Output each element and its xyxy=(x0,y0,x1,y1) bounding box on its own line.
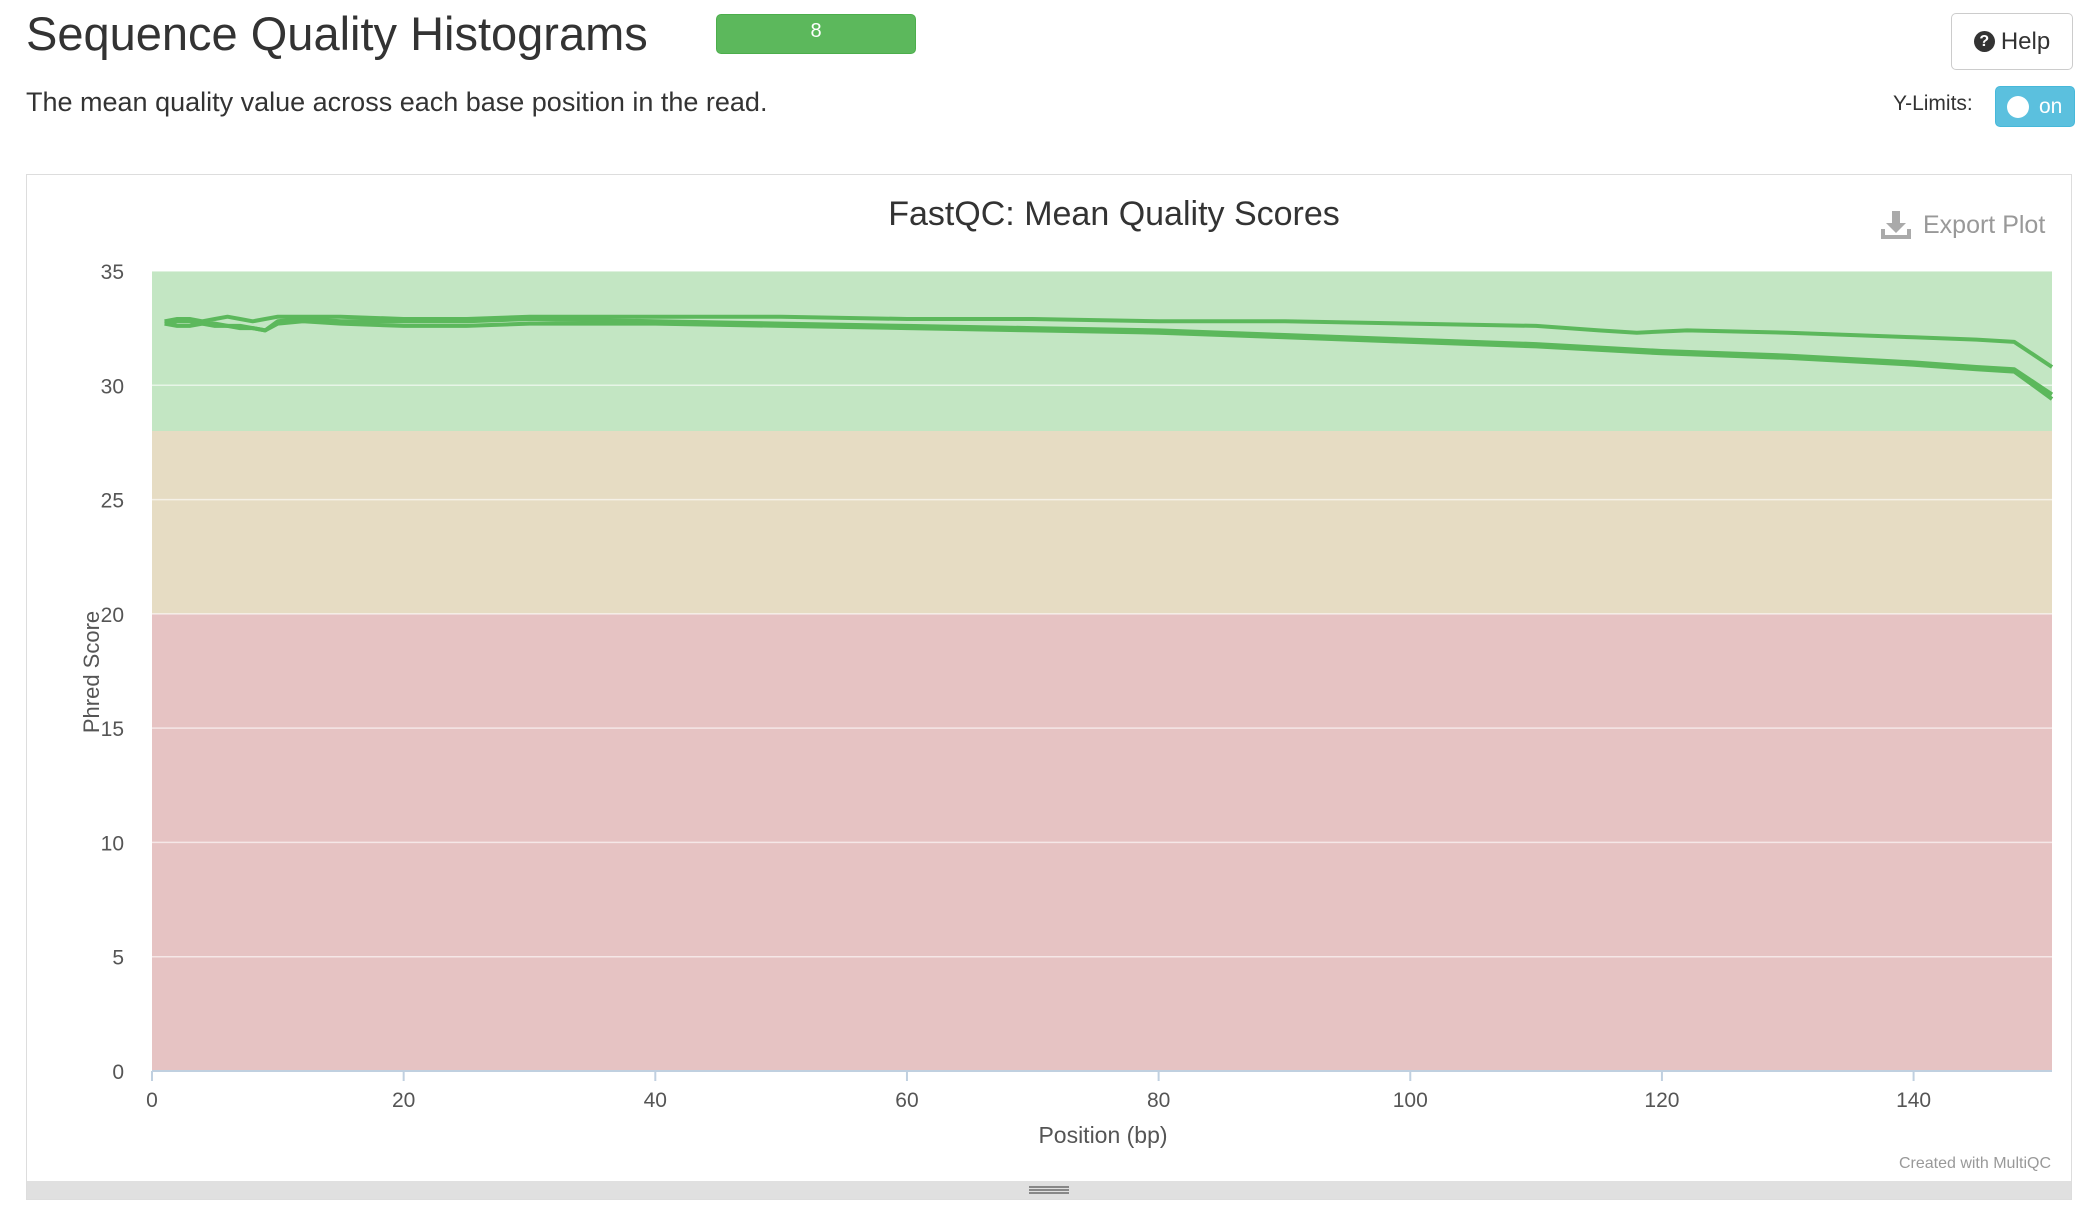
multiqc-credit: Created with MultiQC xyxy=(1898,1155,2051,1172)
download-icon xyxy=(1881,211,1911,239)
axes: 0 5 10 15 20 25 30 35 0 20 40 60 80 100 120 140 xyxy=(101,261,2052,1112)
y-tick-label: 30 xyxy=(101,375,124,398)
ylimits-toggle[interactable]: on xyxy=(1995,86,2075,127)
export-plot-label: Export Plot xyxy=(1923,210,2046,239)
x-tick-label: 80 xyxy=(1147,1089,1170,1112)
sample-count-badge: 8 xyxy=(716,14,916,54)
x-tick-label: 60 xyxy=(895,1089,918,1112)
resize-grip-icon xyxy=(1029,1186,1069,1194)
x-tick-label: 120 xyxy=(1644,1089,1679,1112)
plot-resize-handle[interactable] xyxy=(27,1181,2071,1199)
x-tick-label: 40 xyxy=(644,1089,667,1112)
y-tick-label: 5 xyxy=(112,947,124,970)
quality-band-0 xyxy=(152,271,2052,431)
chart-title: FastQC: Mean Quality Scores xyxy=(888,195,1340,233)
grid-lines xyxy=(152,270,2052,958)
export-plot-button[interactable]: Export Plot xyxy=(1879,205,2079,245)
y-tick-label: 0 xyxy=(112,1061,124,1084)
x-tick-label: 140 xyxy=(1896,1089,1931,1112)
y-tick-label: 15 xyxy=(101,718,124,741)
series-line-1 xyxy=(164,314,2054,369)
section-description: The mean quality value across each base … xyxy=(26,87,768,117)
y-tick-label: 35 xyxy=(101,261,124,284)
x-tick-label: 100 xyxy=(1393,1089,1428,1112)
help-button[interactable]: ? Help xyxy=(1951,13,2073,70)
plot-panel: 0 5 10 15 20 25 30 35 0 20 40 60 80 100 120 140 FastQC:… xyxy=(26,174,2072,1200)
help-button-label: Help xyxy=(2000,27,2051,55)
x-axis-label: Position (bp) xyxy=(1038,1122,1167,1148)
y-axis-label: Phred Score xyxy=(79,611,104,733)
toggle-state-label: on xyxy=(2039,95,2063,118)
page-title: Sequence Quality Histograms xyxy=(26,7,648,60)
ylimits-label: Y-Limits: xyxy=(1893,92,1973,115)
x-tick-label: 0 xyxy=(146,1089,158,1112)
y-tick-label: 10 xyxy=(101,832,124,855)
series-line-3 xyxy=(164,319,2054,401)
mean-quality-chart: 0 5 10 15 20 25 30 35 0 20 40 60 80 100 120 140 FastQC:… xyxy=(79,195,2054,1148)
series-lines xyxy=(164,314,2054,401)
y-tick-label: 20 xyxy=(101,604,124,627)
question-circle-icon: ? xyxy=(1973,31,1995,52)
x-tick-label: 20 xyxy=(392,1089,415,1112)
toggle-knob xyxy=(2007,96,2029,118)
quality-band-1 xyxy=(152,431,2052,614)
y-tick-label: 25 xyxy=(101,490,124,513)
quality-bands xyxy=(152,271,2052,1071)
